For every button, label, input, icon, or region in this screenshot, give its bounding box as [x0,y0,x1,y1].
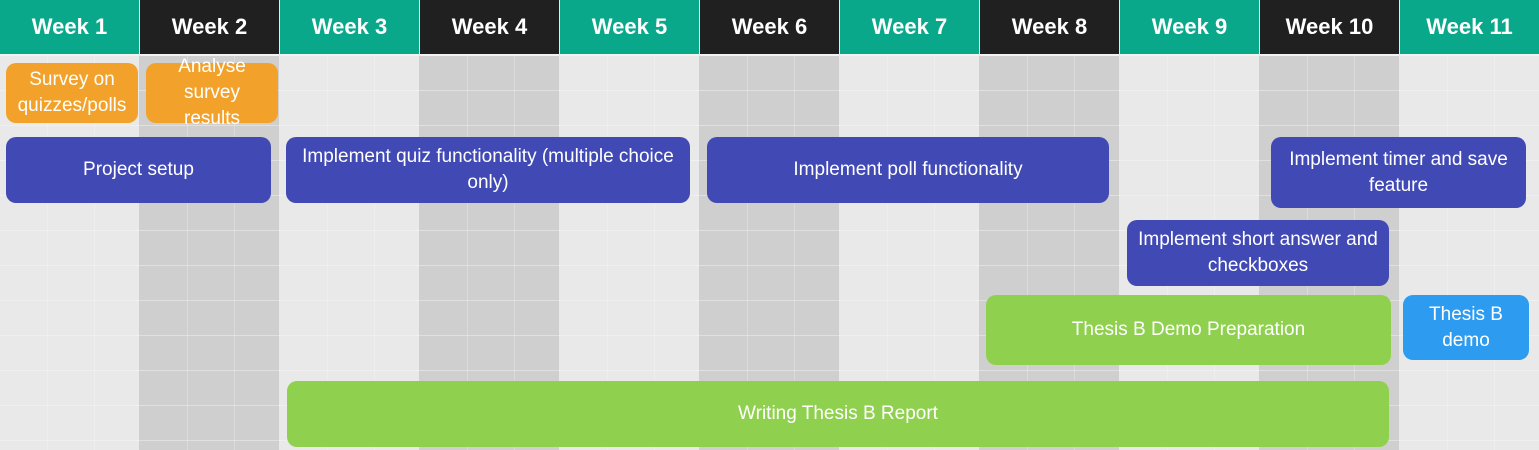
grid-line [0,300,1539,301]
column-bg-week-11 [1399,56,1539,450]
grid-line [0,265,1539,266]
task-implement-poll-functionality[interactable]: Implement poll functionality [707,137,1109,203]
task-writing-thesis-b-report[interactable]: Writing Thesis B Report [287,381,1389,447]
grid-vline [934,56,935,450]
week-header-11: Week 11 [1400,0,1539,56]
grid-vline [47,56,48,450]
week-header-5: Week 5 [560,0,699,56]
grid-vline [327,56,328,450]
task-survey-quizzes-polls[interactable]: Survey on quizzes/polls [6,63,138,123]
grid-line [0,370,1539,371]
task-implement-timer-save[interactable]: Implement timer and save feature [1271,137,1526,208]
task-thesis-b-demo-preparation[interactable]: Thesis B Demo Preparation [986,295,1391,365]
grid-vline [1447,56,1448,450]
task-project-setup[interactable]: Project setup [6,137,271,203]
week-header-6: Week 6 [700,0,839,56]
grid-line [0,90,1539,91]
task-implement-short-answer-checkboxes[interactable]: Implement short answer and checkboxes [1127,220,1389,286]
week-header-2: Week 2 [140,0,279,56]
grid-vline [887,56,888,450]
grid-vline [514,56,515,450]
grid-vline [1027,56,1028,450]
week-header-7: Week 7 [840,0,979,56]
grid-vline [747,56,748,450]
grid-vline [654,56,655,450]
grid-vline [1074,56,1075,450]
grid-line [0,125,1539,126]
week-header-9: Week 9 [1120,0,1259,56]
grid-vline [794,56,795,450]
grid-vline [94,56,95,450]
week-header-1: Week 1 [0,0,139,56]
task-implement-quiz-functionality[interactable]: Implement quiz functionality (multiple c… [286,137,690,203]
grid-vline [187,56,188,450]
grid-line [0,335,1539,336]
grid-vline [1494,56,1495,450]
grid-vline [234,56,235,450]
grid-vline [607,56,608,450]
task-thesis-b-demo[interactable]: Thesis B demo [1403,295,1529,360]
grid-vline [374,56,375,450]
week-header-8: Week 8 [980,0,1119,56]
week-header-3: Week 3 [280,0,419,56]
grid-line [0,230,1539,231]
grid-vline [467,56,468,450]
week-header-10: Week 10 [1260,0,1399,56]
task-analyse-survey-results[interactable]: Analyse survey results [146,56,278,129]
week-header-4: Week 4 [420,0,559,56]
